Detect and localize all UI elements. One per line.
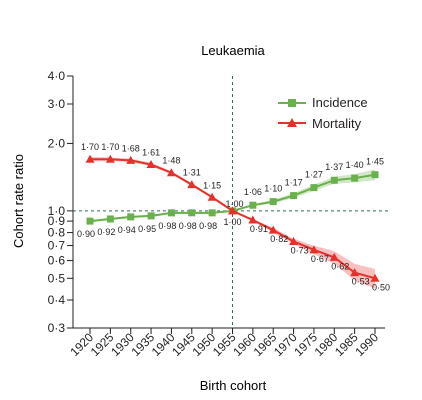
y-axis-label: Cohort rate ratio bbox=[11, 154, 26, 248]
data-label-incidence: 1·06 bbox=[244, 187, 262, 197]
data-label-mortality: 0·53 bbox=[352, 277, 370, 287]
x-axis-label: Birth cohort bbox=[200, 378, 267, 393]
data-label-incidence: 0·90 bbox=[77, 229, 95, 239]
data-label-incidence: 1·00 bbox=[225, 199, 243, 209]
data-point-mortality bbox=[187, 180, 197, 189]
data-point-mortality bbox=[146, 160, 156, 169]
y-tick-label: 0·9 bbox=[48, 214, 66, 228]
y-tick-label: 0·3 bbox=[48, 321, 66, 335]
data-point-incidence bbox=[351, 174, 359, 182]
data-point-mortality bbox=[289, 236, 299, 245]
data-point-mortality bbox=[350, 268, 360, 277]
y-tick-label: 1·0 bbox=[48, 204, 66, 218]
data-point-mortality bbox=[248, 215, 258, 224]
data-label-mortality: 1·61 bbox=[142, 148, 160, 158]
data-label-incidence: 1·10 bbox=[264, 184, 282, 194]
legend-marker-mortality bbox=[287, 118, 297, 127]
data-point-incidence bbox=[310, 184, 318, 192]
data-label-incidence: 1·37 bbox=[325, 162, 343, 172]
data-point-mortality bbox=[126, 155, 136, 164]
data-label-incidence: 1·17 bbox=[285, 178, 303, 188]
data-point-incidence bbox=[147, 212, 155, 220]
data-label-incidence: 0·98 bbox=[199, 221, 217, 231]
data-label-incidence: 1·27 bbox=[305, 170, 323, 180]
data-label-mortality: 1·31 bbox=[183, 168, 201, 178]
data-point-mortality bbox=[309, 245, 319, 254]
data-label-incidence: 0·92 bbox=[97, 227, 115, 237]
data-label-incidence: 0·98 bbox=[179, 221, 197, 231]
data-label-mortality: 1·70 bbox=[81, 142, 99, 152]
data-point-mortality bbox=[207, 192, 217, 201]
data-point-mortality bbox=[228, 206, 237, 215]
data-label-mortality: 0·67 bbox=[311, 254, 329, 264]
data-label-mortality: 1·68 bbox=[122, 143, 140, 153]
legend-label-mortality: Mortality bbox=[312, 116, 362, 131]
data-point-incidence bbox=[188, 209, 196, 217]
y-tick-label: 3·0 bbox=[48, 97, 66, 111]
data-label-mortality: 1·00 bbox=[223, 217, 241, 227]
y-tick-label: 0·5 bbox=[48, 271, 66, 285]
data-label-mortality: 0·50 bbox=[372, 282, 390, 292]
data-point-incidence bbox=[86, 217, 94, 225]
data-label-incidence: 0·95 bbox=[138, 224, 156, 234]
data-label-incidence: 1·40 bbox=[346, 160, 364, 170]
y-tick-label: 0·4 bbox=[48, 293, 66, 307]
data-label-mortality: 0·73 bbox=[291, 245, 309, 255]
data-point-incidence bbox=[290, 192, 298, 200]
y-tick-label: 0·8 bbox=[48, 226, 66, 240]
data-point-mortality bbox=[268, 225, 278, 234]
data-point-mortality bbox=[166, 168, 176, 177]
legend-item-incidence: Incidence bbox=[278, 95, 368, 110]
data-point-incidence bbox=[330, 176, 338, 184]
data-point-incidence bbox=[269, 198, 277, 206]
data-label-incidence: 0·94 bbox=[118, 225, 136, 235]
data-label-incidence: 1·45 bbox=[366, 157, 384, 167]
data-point-incidence bbox=[249, 201, 257, 209]
plot-area: 0·30·40·50·60·70·80·91·02·03·04·01920192… bbox=[48, 69, 390, 359]
data-point-mortality bbox=[329, 252, 339, 261]
legend-label-incidence: Incidence bbox=[312, 95, 368, 110]
data-label-mortality: 0·82 bbox=[270, 234, 288, 244]
data-point-incidence bbox=[208, 209, 216, 217]
y-tick-label: 2·0 bbox=[48, 136, 66, 150]
data-label-mortality: 1·48 bbox=[162, 156, 180, 166]
data-point-incidence bbox=[127, 213, 135, 221]
data-point-mortality bbox=[105, 154, 115, 163]
legend-marker-incidence bbox=[288, 99, 296, 107]
y-tick-label: 4·0 bbox=[48, 69, 66, 83]
data-point-mortality bbox=[370, 273, 380, 282]
x-tick-label: 1990 bbox=[352, 330, 381, 359]
y-tick-label: 0·7 bbox=[48, 239, 66, 253]
data-label-mortality: 1·70 bbox=[101, 142, 119, 152]
chart-title: Leukaemia bbox=[201, 43, 265, 58]
data-point-incidence bbox=[106, 215, 114, 223]
data-point-incidence bbox=[167, 209, 175, 217]
legend: Incidence Mortality bbox=[278, 95, 368, 131]
data-point-incidence bbox=[371, 171, 379, 179]
data-point-mortality bbox=[85, 154, 95, 163]
data-label-mortality: 0·91 bbox=[250, 224, 268, 234]
data-label-incidence: 0·98 bbox=[158, 221, 176, 231]
data-label-mortality: 1·15 bbox=[203, 180, 221, 190]
legend-item-mortality: Mortality bbox=[278, 116, 362, 131]
data-label-mortality: 0·62 bbox=[331, 261, 349, 271]
y-tick-label: 0·6 bbox=[48, 254, 66, 268]
